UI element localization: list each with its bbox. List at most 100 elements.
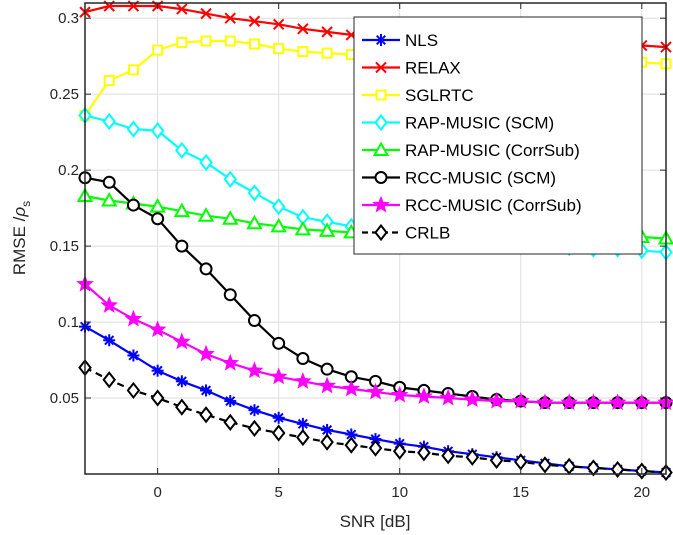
legend-marker bbox=[374, 171, 388, 184]
data-point bbox=[536, 393, 554, 411]
y-tick-label: 0.3 bbox=[58, 10, 79, 27]
legend-marker bbox=[374, 113, 388, 132]
data-point bbox=[441, 447, 455, 465]
data-point bbox=[273, 43, 285, 55]
x-tick-label: 5 bbox=[274, 484, 282, 501]
data-point bbox=[126, 120, 141, 138]
data-point bbox=[271, 197, 286, 216]
data-point bbox=[294, 220, 312, 236]
data-point bbox=[199, 406, 213, 424]
data-point bbox=[318, 222, 336, 237]
y-axis-label-text: RMSE / bbox=[10, 216, 29, 275]
legend-label: NLS bbox=[405, 31, 438, 50]
legend-label: RAP-MUSIC (SCM) bbox=[405, 114, 554, 133]
legend-label: RAP-MUSIC (CorrSub) bbox=[405, 141, 580, 160]
data-point bbox=[294, 372, 312, 389]
x-tick-label: 10 bbox=[391, 484, 408, 501]
axis-ticks: 0 5 10 15 20 0.05 0.1 0.15 0.2 0.25 0.3 bbox=[50, 3, 666, 501]
data-point bbox=[320, 362, 334, 376]
data-point bbox=[127, 64, 139, 76]
data-point bbox=[224, 395, 237, 408]
data-point bbox=[199, 262, 213, 276]
data-point bbox=[175, 239, 189, 253]
data-point bbox=[127, 349, 140, 362]
legend-marker bbox=[375, 89, 387, 101]
data-point bbox=[124, 309, 143, 327]
data-point bbox=[175, 375, 188, 388]
data-point bbox=[368, 439, 383, 457]
data-point bbox=[272, 336, 286, 350]
y-axis-label-symbol: ρ bbox=[10, 207, 29, 218]
data-point bbox=[173, 332, 191, 350]
data-point bbox=[538, 456, 552, 474]
data-point bbox=[197, 207, 215, 222]
data-point bbox=[269, 367, 288, 385]
data-point bbox=[465, 448, 480, 466]
data-point bbox=[103, 74, 115, 86]
data-point bbox=[223, 170, 238, 188]
x-tick-label: 15 bbox=[512, 484, 529, 501]
x-axis-label: SNR [dB] bbox=[340, 512, 411, 531]
legend-label: RELAX bbox=[405, 59, 461, 78]
legend-label: RCC-MUSIC (SCM) bbox=[405, 169, 556, 188]
data-point bbox=[200, 7, 212, 20]
data-point bbox=[102, 175, 116, 189]
data-point bbox=[199, 153, 213, 172]
data-point bbox=[151, 212, 165, 226]
data-point bbox=[584, 393, 603, 411]
legend: NLS RELAX SGLRTC RAP-MUSIC (SCM) RAP-MUSIC (… bbox=[353, 16, 643, 255]
data-point bbox=[224, 12, 236, 24]
data-point bbox=[321, 47, 333, 59]
data-point bbox=[610, 460, 625, 479]
y-tick-label: 0.1 bbox=[58, 314, 79, 331]
x-tick-label: 0 bbox=[153, 484, 161, 501]
data-point bbox=[200, 35, 212, 47]
y-tick-label: 0.2 bbox=[58, 162, 79, 179]
series-rcc-music-corrsub bbox=[76, 274, 673, 411]
data-point bbox=[296, 352, 310, 366]
data-point bbox=[608, 393, 627, 411]
data-point bbox=[296, 428, 310, 447]
data-point bbox=[297, 23, 309, 35]
legend-marker bbox=[375, 34, 387, 46]
data-point bbox=[148, 320, 167, 338]
data-point bbox=[271, 424, 286, 442]
data-point bbox=[463, 390, 482, 408]
data-point bbox=[320, 433, 334, 451]
data-point bbox=[223, 288, 237, 302]
data-point bbox=[100, 296, 119, 313]
data-point bbox=[247, 184, 262, 202]
data-point bbox=[126, 381, 141, 400]
data-point bbox=[342, 379, 361, 397]
data-point bbox=[151, 364, 164, 377]
data-point bbox=[586, 459, 601, 477]
data-point bbox=[366, 382, 385, 400]
data-point bbox=[272, 18, 285, 30]
data-point bbox=[248, 404, 261, 417]
data-point bbox=[224, 35, 236, 47]
data-point bbox=[270, 217, 287, 233]
data-point bbox=[247, 314, 261, 328]
y-tick-label: 0.25 bbox=[50, 86, 79, 103]
legend-marker bbox=[375, 61, 387, 74]
legend-label: CRLB bbox=[405, 224, 450, 243]
data-point bbox=[344, 436, 359, 454]
data-point bbox=[247, 419, 262, 438]
data-point bbox=[126, 198, 140, 212]
data-point bbox=[173, 202, 191, 218]
data-point bbox=[152, 44, 164, 56]
data-point bbox=[632, 393, 651, 411]
y-axis-label: RMSE /ρs bbox=[10, 201, 33, 275]
data-point bbox=[102, 371, 116, 389]
data-point bbox=[392, 442, 407, 460]
data-point bbox=[489, 451, 504, 469]
data-point bbox=[223, 413, 238, 431]
data-point bbox=[321, 26, 333, 38]
legend-marker bbox=[374, 223, 388, 242]
legend-label: RCC-MUSIC (CorrSub) bbox=[405, 196, 582, 215]
data-point bbox=[176, 37, 188, 49]
data-point bbox=[197, 344, 215, 362]
data-point bbox=[222, 210, 239, 225]
data-point bbox=[246, 214, 263, 230]
